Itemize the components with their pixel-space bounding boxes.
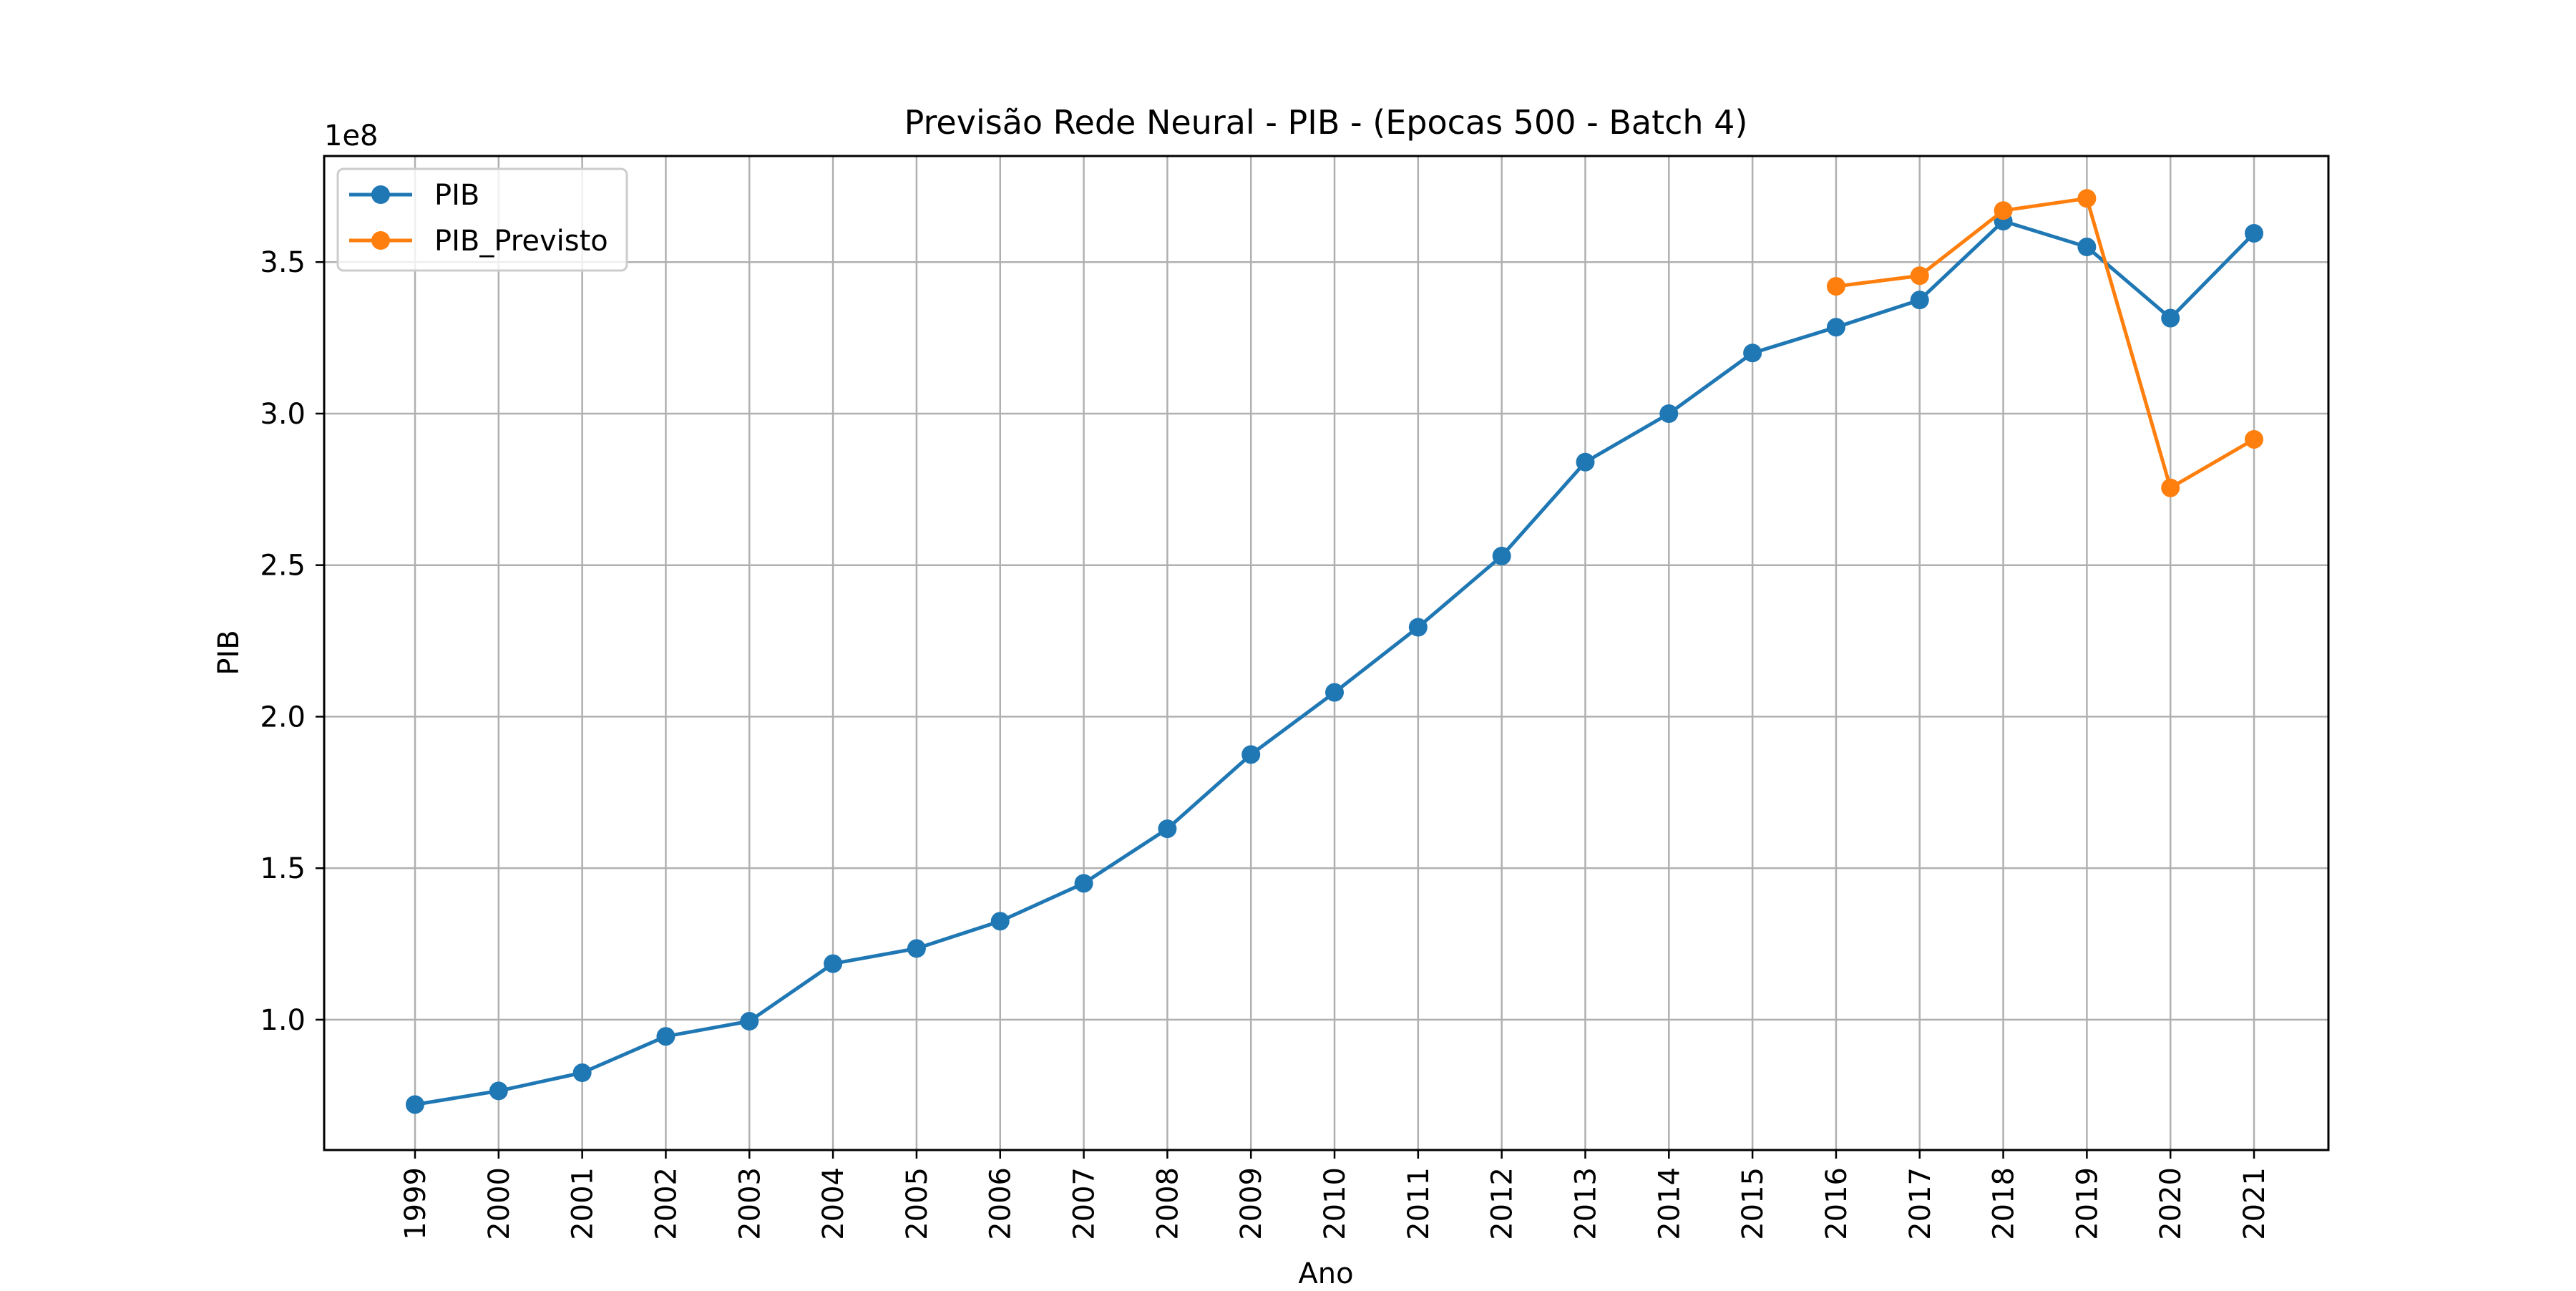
data-point-pib-2003	[740, 1012, 759, 1031]
data-point-pib-2004	[824, 954, 843, 973]
x-tick-label-2010: 2010	[1319, 1167, 1352, 1240]
x-tick-label-2002: 2002	[650, 1167, 683, 1240]
x-tick-label-2005: 2005	[901, 1167, 934, 1240]
x-tick-label-2007: 2007	[1068, 1167, 1101, 1240]
y-tick-label-2-0: 2.0	[260, 701, 306, 734]
x-axis-ticks: 1999 2000 2001 2002 2003 2004 2005 2006 2007 2008…	[399, 1150, 2271, 1240]
plot-frame	[323, 155, 2330, 1151]
x-tick-label-2009: 2009	[1235, 1167, 1268, 1240]
y-tick-label-2-5: 2.5	[260, 550, 306, 583]
x-tick-label-2011: 2011	[1402, 1167, 1435, 1240]
data-point-pib-2002	[656, 1027, 675, 1046]
legend: PIB PIB_Previsto	[336, 167, 628, 272]
x-tick-label-2020: 2020	[2155, 1167, 2187, 1240]
data-point-pib-2011	[1408, 618, 1428, 637]
x-tick-label-2013: 2013	[1569, 1167, 1602, 1240]
chart-title: Previsão Rede Neural - PIB - (Epocas 500…	[904, 103, 1748, 142]
x-tick-label-2021: 2021	[2238, 1167, 2271, 1240]
data-point-pib-2010	[1325, 683, 1345, 702]
legend-marker-pib	[371, 185, 390, 204]
data-point-pib-2008	[1158, 819, 1177, 839]
data-point-pib-2021	[2245, 223, 2264, 243]
x-tick-label-2019: 2019	[2071, 1167, 2104, 1240]
data-point-pib-2020	[2161, 308, 2180, 328]
x-tick-label-2008: 2008	[1151, 1167, 1184, 1240]
data-point-pib-2012	[1492, 546, 1511, 565]
data-point-pib-previsto-2020	[2161, 478, 2180, 497]
grid	[324, 156, 2328, 1150]
data-point-pib-2013	[1576, 452, 1595, 472]
x-tick-label-2003: 2003	[733, 1167, 766, 1240]
x-tick-label-2016: 2016	[1820, 1167, 1853, 1240]
x-tick-label-2014: 2014	[1653, 1167, 1686, 1240]
data-point-pib-previsto-2017	[1910, 266, 1929, 286]
legend-label-pib: PIB	[434, 179, 479, 212]
data-point-pib-previsto-2021	[2245, 429, 2264, 449]
data-point-pib-2001	[572, 1063, 592, 1083]
x-tick-label-2001: 2001	[567, 1167, 600, 1240]
data-point-pib-2000	[489, 1081, 508, 1101]
y-tick-label-3-0: 3.0	[260, 398, 306, 431]
x-tick-label-2017: 2017	[1904, 1167, 1937, 1240]
x-tick-label-1999: 1999	[399, 1167, 432, 1240]
x-tick-label-2018: 2018	[1988, 1167, 2021, 1240]
data-point-pib-2017	[1910, 291, 1929, 310]
data-point-pib-previsto-2019	[2077, 189, 2097, 208]
x-axis-label: Ano	[1298, 1257, 1353, 1288]
y-axis-label: PIB	[213, 630, 245, 675]
data-point-pib-previsto-2016	[1826, 277, 1845, 296]
y-tick-label-1-0: 1.0	[260, 1004, 306, 1037]
x-tick-label-2000: 2000	[483, 1167, 516, 1240]
data-point-pib-previsto-2018	[1994, 201, 2013, 220]
legend-label-pib-previsto: PIB_Previsto	[434, 225, 608, 258]
data-point-pib-1999	[406, 1095, 424, 1114]
series-line-pib-previsto	[1835, 196, 2255, 490]
x-tick-label-2006: 2006	[985, 1167, 1018, 1240]
data-point-pib-2016	[1826, 318, 1845, 337]
y-tick-label-1-5: 1.5	[260, 852, 306, 885]
x-tick-label-2015: 2015	[1737, 1167, 1770, 1240]
x-tick-label-2004: 2004	[817, 1167, 850, 1240]
series-layer	[406, 189, 2264, 1114]
data-point-pib-2007	[1074, 874, 1093, 893]
y-tick-label-3-5: 3.5	[260, 246, 306, 279]
data-point-pib-2006	[990, 912, 1010, 931]
data-point-pib-2014	[1659, 404, 1679, 423]
data-point-pib-2019	[2077, 238, 2097, 257]
y-axis-offset-label: 1e8	[324, 120, 379, 152]
data-point-pib-2015	[1743, 344, 1762, 363]
x-tick-label-2012: 2012	[1486, 1167, 1519, 1240]
legend-marker-pib-previsto	[371, 231, 390, 250]
y-axis-ticks: 1.0 1.5 2.0 2.5 3.0 3.5	[260, 246, 324, 1037]
data-point-pib-2009	[1241, 745, 1261, 764]
data-point-pib-2005	[907, 939, 926, 958]
